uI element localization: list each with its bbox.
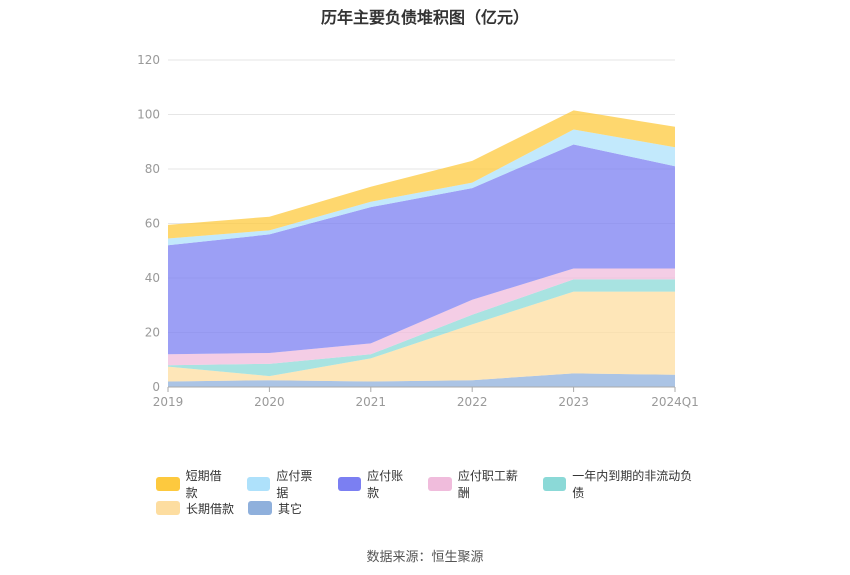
area-series xyxy=(168,144,675,355)
legend-label: 短期借款 xyxy=(185,469,222,500)
x-tick-label: 2024Q1 xyxy=(651,395,699,409)
legend: 短期借款 应付票据 应付账款 应付职工薪酬 一年内到期的非流动负债 长期借款 其它 xyxy=(156,469,716,520)
legend-item[interactable]: 长期借款 xyxy=(156,500,234,517)
x-tick-label: 2022 xyxy=(457,395,488,409)
y-tick-label: 20 xyxy=(145,326,160,340)
legend-item[interactable]: 一年内到期的非流动负债 xyxy=(542,467,702,501)
area-series xyxy=(168,291,675,382)
legend-row: 长期借款 其它 xyxy=(156,496,716,520)
y-tick-label: 40 xyxy=(145,271,160,285)
area-series xyxy=(168,129,675,246)
legend-item[interactable]: 其它 xyxy=(248,500,302,517)
y-tick-label: 60 xyxy=(145,217,160,231)
legend-item[interactable]: 应付账款 xyxy=(337,467,415,501)
y-tick-label: 80 xyxy=(145,162,160,176)
legend-swatch xyxy=(337,477,362,491)
area-series xyxy=(168,279,675,377)
legend-swatch xyxy=(428,477,452,491)
chart-title: 历年主要负债堆积图（亿元） xyxy=(320,8,529,27)
legend-label: 应付职工薪酬 xyxy=(457,469,518,500)
legend-swatch xyxy=(156,501,180,515)
area-series xyxy=(168,268,675,366)
legend-swatch xyxy=(246,477,271,491)
legend-item[interactable]: 应付票据 xyxy=(246,467,324,501)
legend-label: 其它 xyxy=(278,501,303,516)
legend-label: 长期借款 xyxy=(186,501,235,516)
y-tick-label: 120 xyxy=(137,53,160,67)
legend-label: 一年内到期的非流动负债 xyxy=(572,469,693,500)
legend-item[interactable]: 应付职工薪酬 xyxy=(428,467,528,501)
legend-swatch xyxy=(542,477,567,491)
x-tick-label: 2021 xyxy=(356,395,387,409)
legend-row: 短期借款 应付票据 应付账款 应付职工薪酬 一年内到期的非流动负债 xyxy=(156,469,716,500)
x-tick-label: 2023 xyxy=(558,395,589,409)
y-tick-label: 0 xyxy=(152,380,160,394)
legend-swatch xyxy=(248,501,273,515)
y-tick-label: 100 xyxy=(137,108,160,122)
x-tick-label: 2019 xyxy=(153,395,184,409)
legend-item[interactable]: 短期借款 xyxy=(156,467,233,501)
x-tick-label: 2020 xyxy=(254,395,285,409)
area-series xyxy=(168,373,675,387)
area-series xyxy=(168,110,675,239)
legend-label: 应付账款 xyxy=(367,469,404,500)
legend-swatch xyxy=(156,477,180,491)
stacked-area-chart: 0 20 40 60 80 100 120 2019 2020 2021 2022 2023 2024Q… xyxy=(137,53,699,409)
data-source: 数据来源：恒生聚源 xyxy=(366,550,484,565)
legend-label: 应付票据 xyxy=(276,469,313,500)
